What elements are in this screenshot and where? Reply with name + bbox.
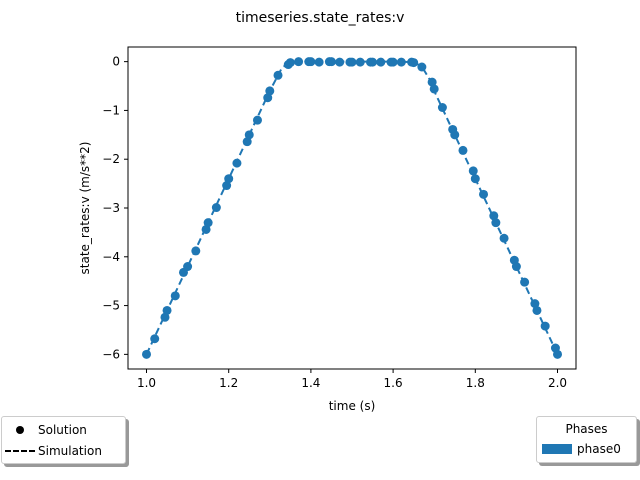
solution-point bbox=[232, 158, 242, 168]
solution-point bbox=[489, 211, 499, 221]
solution-point bbox=[265, 86, 275, 96]
solution-point bbox=[355, 57, 365, 67]
solution-point bbox=[532, 305, 542, 315]
y-tick-label: −3 bbox=[102, 201, 120, 215]
solution-point bbox=[429, 84, 439, 94]
legend-title-phases: Phases bbox=[565, 422, 608, 436]
legend-item-solution: Solution bbox=[2, 419, 125, 440]
plot-area bbox=[142, 57, 562, 359]
legend-series: Solution Simulation bbox=[1, 416, 126, 464]
solution-point bbox=[388, 57, 398, 67]
solution-point bbox=[273, 70, 283, 80]
legend-item-simulation: Simulation bbox=[2, 440, 125, 461]
solution-point bbox=[368, 57, 378, 67]
solution-point bbox=[437, 103, 447, 112]
solution-point bbox=[409, 58, 419, 68]
solution-point bbox=[263, 93, 273, 103]
x-tick-label: 1.2 bbox=[219, 376, 238, 390]
solution-point bbox=[468, 166, 478, 176]
solution-point bbox=[491, 218, 501, 228]
y-tick-label: 0 bbox=[112, 55, 120, 69]
legend-phases: Phases phase0 bbox=[536, 416, 637, 463]
solution-point bbox=[162, 305, 172, 315]
solution-point bbox=[191, 246, 201, 256]
solution-point bbox=[540, 321, 550, 331]
dashed-line-icon bbox=[2, 449, 38, 452]
y-axis-label: state_rates:v (m/s**2) bbox=[78, 142, 92, 275]
solution-point bbox=[396, 57, 406, 67]
solution-point bbox=[244, 130, 254, 140]
x-tick-label: 1.0 bbox=[137, 376, 156, 390]
solution-point bbox=[326, 57, 336, 67]
solution-point bbox=[470, 174, 480, 184]
solution-point bbox=[417, 62, 427, 72]
color-patch-icon bbox=[537, 444, 577, 454]
solution-point bbox=[314, 57, 324, 67]
solution-point bbox=[347, 57, 357, 67]
solution-point bbox=[285, 58, 295, 68]
y-axis: 0 −1 −2 −3 −4 −5 −6 bbox=[102, 55, 128, 361]
solution-point bbox=[150, 334, 160, 344]
solution-point bbox=[479, 189, 489, 199]
solution-point bbox=[224, 174, 234, 184]
y-tick-label: −2 bbox=[102, 152, 120, 166]
solution-point bbox=[222, 181, 232, 191]
chart-title: timeseries.state_rates:v bbox=[236, 10, 405, 26]
y-tick-label: −1 bbox=[102, 103, 120, 117]
solution-point bbox=[335, 57, 345, 67]
solution-point bbox=[142, 349, 151, 359]
legend-label-solution: Solution bbox=[38, 422, 87, 437]
x-tick-label: 1.8 bbox=[466, 376, 485, 390]
x-axis-label: time (s) bbox=[329, 399, 376, 413]
y-tick-label: −6 bbox=[102, 347, 120, 361]
solution-point bbox=[511, 262, 521, 272]
solution-point bbox=[170, 291, 180, 301]
x-axis: 1.0 1.2 1.4 1.6 1.8 2.0 bbox=[137, 369, 567, 390]
x-tick-label: 2.0 bbox=[548, 376, 567, 390]
legend-label-phase0: phase0 bbox=[577, 442, 621, 456]
solution-point bbox=[160, 312, 170, 322]
y-tick-label: −5 bbox=[102, 299, 120, 313]
axes-frame bbox=[127, 46, 577, 370]
solution-point bbox=[252, 115, 262, 125]
solution-point bbox=[553, 349, 562, 359]
legend-label-simulation: Simulation bbox=[38, 443, 102, 458]
simulation-line bbox=[145, 60, 559, 355]
solution-point bbox=[211, 203, 221, 213]
solution-point bbox=[427, 77, 437, 87]
solution-point bbox=[294, 57, 304, 67]
x-tick-label: 1.4 bbox=[301, 376, 320, 390]
solution-point bbox=[450, 130, 460, 140]
solution-point bbox=[183, 262, 193, 272]
solution-point bbox=[376, 57, 386, 67]
marker-icon bbox=[2, 425, 38, 434]
solution-point bbox=[306, 57, 316, 67]
solution-point bbox=[499, 233, 509, 243]
solution-point bbox=[203, 218, 213, 228]
solution-point bbox=[530, 299, 540, 309]
solution-point bbox=[520, 277, 530, 287]
solution-point bbox=[458, 145, 468, 155]
legend-item-phase0: phase0 bbox=[537, 439, 636, 459]
solution-point bbox=[201, 224, 211, 234]
solution-point bbox=[242, 137, 252, 147]
x-tick-label: 1.6 bbox=[384, 376, 403, 390]
y-tick-label: −4 bbox=[102, 250, 120, 264]
